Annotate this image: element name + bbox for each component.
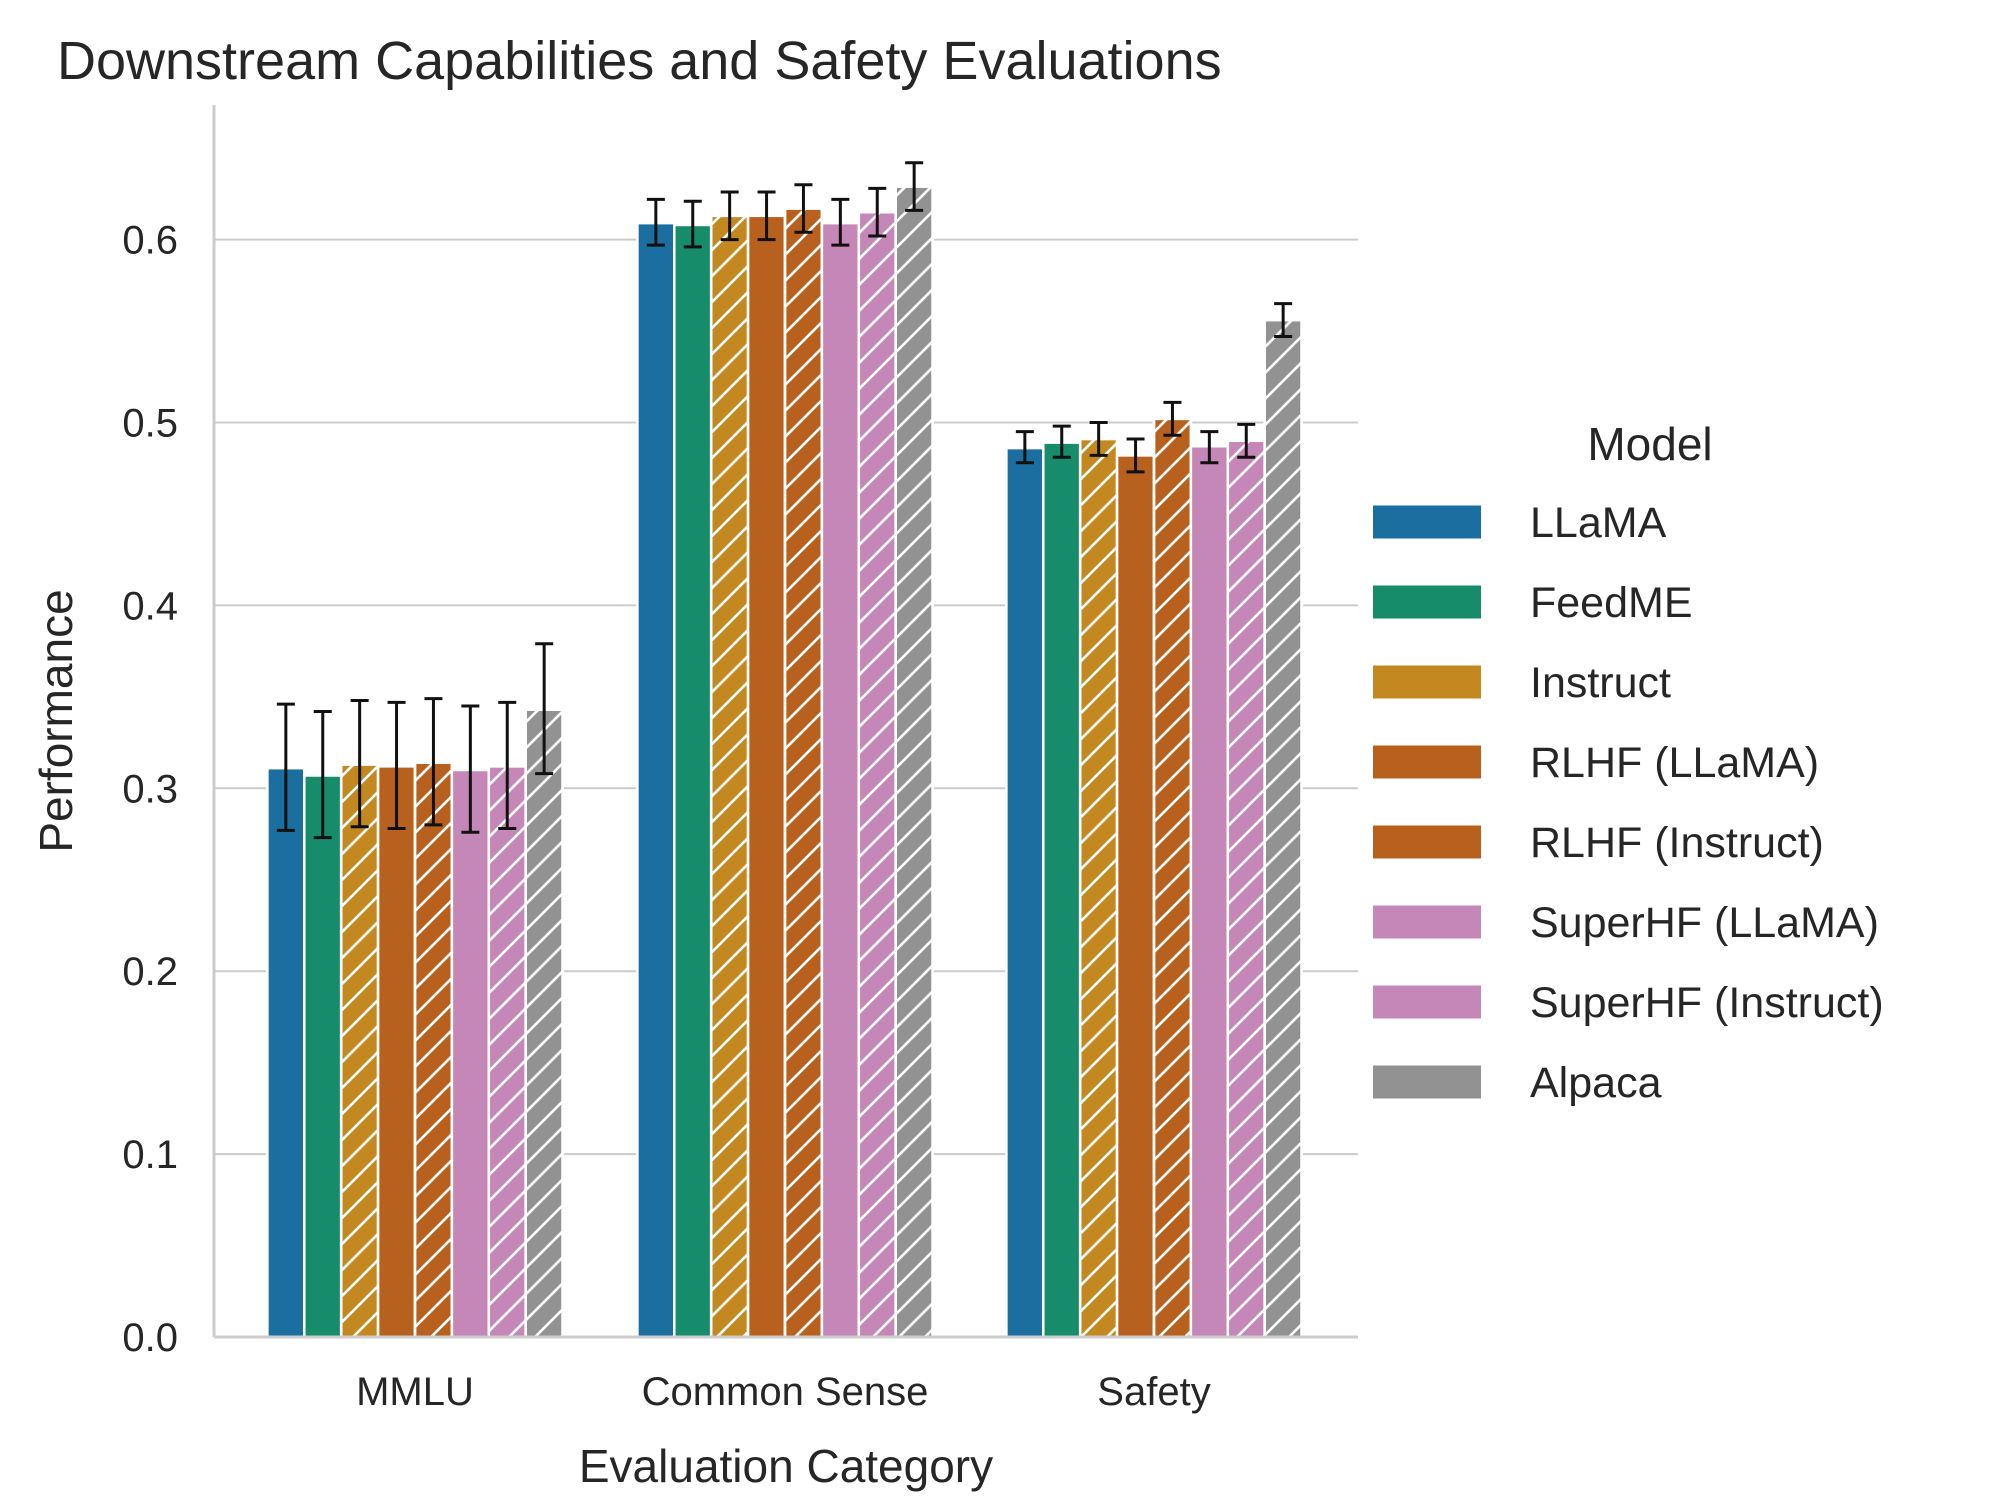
chart-title: Downstream Capabilities and Safety Evalu… <box>57 31 1222 91</box>
legend-swatch <box>1373 1065 1481 1099</box>
legend-swatch <box>1373 665 1481 699</box>
legend-title: Model <box>1587 418 1712 470</box>
bar-superhf-llama <box>1189 445 1230 1339</box>
bar-rlhf-llama <box>746 214 787 1339</box>
legend-swatch <box>1373 985 1481 1019</box>
y-tick-label: 0.5 <box>122 402 178 446</box>
bar-hatch-alpaca <box>1263 318 1303 1339</box>
legend-label: SuperHF (Instruct) <box>1530 979 1884 1027</box>
y-tick-label: 0.4 <box>122 584 178 628</box>
x-tick-labels: MMLU Common Sense Safety <box>356 1370 1211 1414</box>
y-tick-label: 0.6 <box>122 219 178 263</box>
legend-label: FeedME <box>1530 579 1693 627</box>
bar-superhf-llama <box>450 768 491 1339</box>
x-tick-label: Common Sense <box>642 1370 929 1414</box>
bar-hatch-instruct <box>1078 437 1119 1339</box>
y-tick-label: 0.3 <box>122 767 178 811</box>
x-tick-label: MMLU <box>356 1370 474 1414</box>
bar-hatch-superhf-instruct <box>857 210 897 1339</box>
legend-swatch <box>1373 825 1481 859</box>
bar-llama <box>266 766 306 1339</box>
legend-label: SuperHF (LLaMA) <box>1530 899 1879 947</box>
y-tick-label: 0.2 <box>122 950 178 994</box>
error-bars <box>276 161 1293 840</box>
x-axis-title: Evaluation Category <box>579 1440 993 1492</box>
bar-rlhf-llama <box>376 765 417 1339</box>
bars <box>266 185 1303 1339</box>
bar-feedme <box>673 223 713 1339</box>
y-tick-label: 0.0 <box>122 1316 178 1360</box>
bar-hatch-superhf-instruct <box>1226 439 1266 1339</box>
legend-swatch <box>1373 585 1481 619</box>
legend-swatch <box>1373 745 1481 779</box>
x-tick-label: Safety <box>1097 1370 1210 1414</box>
bar-feedme <box>1042 441 1082 1339</box>
legend-swatch <box>1373 905 1481 939</box>
bar-hatch-rlhf-instruct <box>413 761 454 1339</box>
legend-label: LLaMA <box>1530 499 1667 547</box>
legend-label: Instruct <box>1530 659 1671 707</box>
legend-label: RLHF (LLaMA) <box>1530 739 1819 787</box>
bar-llama <box>636 221 676 1339</box>
bar-llama <box>1005 446 1045 1339</box>
y-tick-labels: 0.0 0.1 0.2 0.3 0.4 0.5 0.6 <box>122 219 178 1360</box>
bar-hatch-alpaca <box>524 708 564 1339</box>
y-tick-label: 0.1 <box>122 1133 178 1177</box>
bar-hatch-rlhf-instruct <box>1152 417 1193 1339</box>
legend-label: Alpaca <box>1530 1059 1662 1107</box>
bar-hatch-superhf-instruct <box>487 765 527 1339</box>
bar-hatch-rlhf-instruct <box>783 207 824 1339</box>
bar-superhf-llama <box>820 221 861 1339</box>
bar-rlhf-llama <box>1115 454 1156 1339</box>
bar-hatch-instruct <box>339 763 380 1339</box>
bar-hatch-alpaca <box>894 185 934 1339</box>
legend-label: RLHF (Instruct) <box>1530 819 1824 867</box>
y-axis-title: Performance <box>30 589 82 852</box>
bar-feedme <box>303 774 343 1339</box>
legend: Model LLaMA FeedME Instruct RLHF (LLaMA) RLH… <box>1373 418 1884 1107</box>
legend-swatch <box>1373 505 1481 539</box>
bar-hatch-instruct <box>709 214 750 1339</box>
